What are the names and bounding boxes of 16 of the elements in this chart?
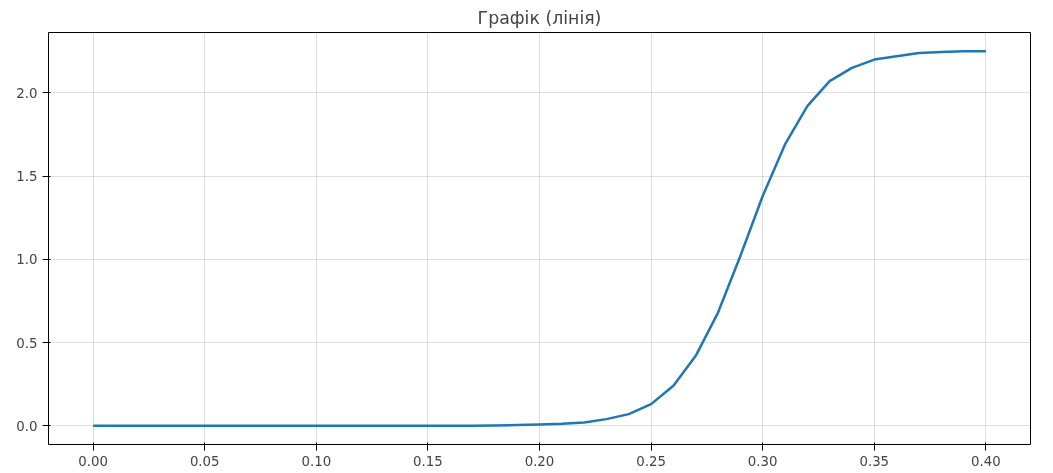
y-tick-label: 1.5 xyxy=(16,169,38,185)
x-tick-label: 0.00 xyxy=(78,453,108,469)
x-tick-label: 0.10 xyxy=(301,453,332,469)
x-tick-label: 0.25 xyxy=(636,453,666,469)
y-tick-label: 0.5 xyxy=(16,335,38,351)
x-tick-label: 0.05 xyxy=(189,453,220,469)
y-tick-label: 1.0 xyxy=(16,252,38,268)
y-tick-label: 0.0 xyxy=(16,418,38,434)
line-series xyxy=(91,49,988,428)
x-tick-label: 0.20 xyxy=(524,453,555,469)
x-tick-label: 0.35 xyxy=(859,453,890,469)
x-tick-label: 0.40 xyxy=(971,453,1001,469)
y-tick-label: 2.0 xyxy=(16,85,38,101)
x-tick-label: 0.30 xyxy=(747,453,778,469)
chart-title: Графік (лінія) xyxy=(477,7,602,28)
x-tick-label: 0.15 xyxy=(413,453,443,469)
